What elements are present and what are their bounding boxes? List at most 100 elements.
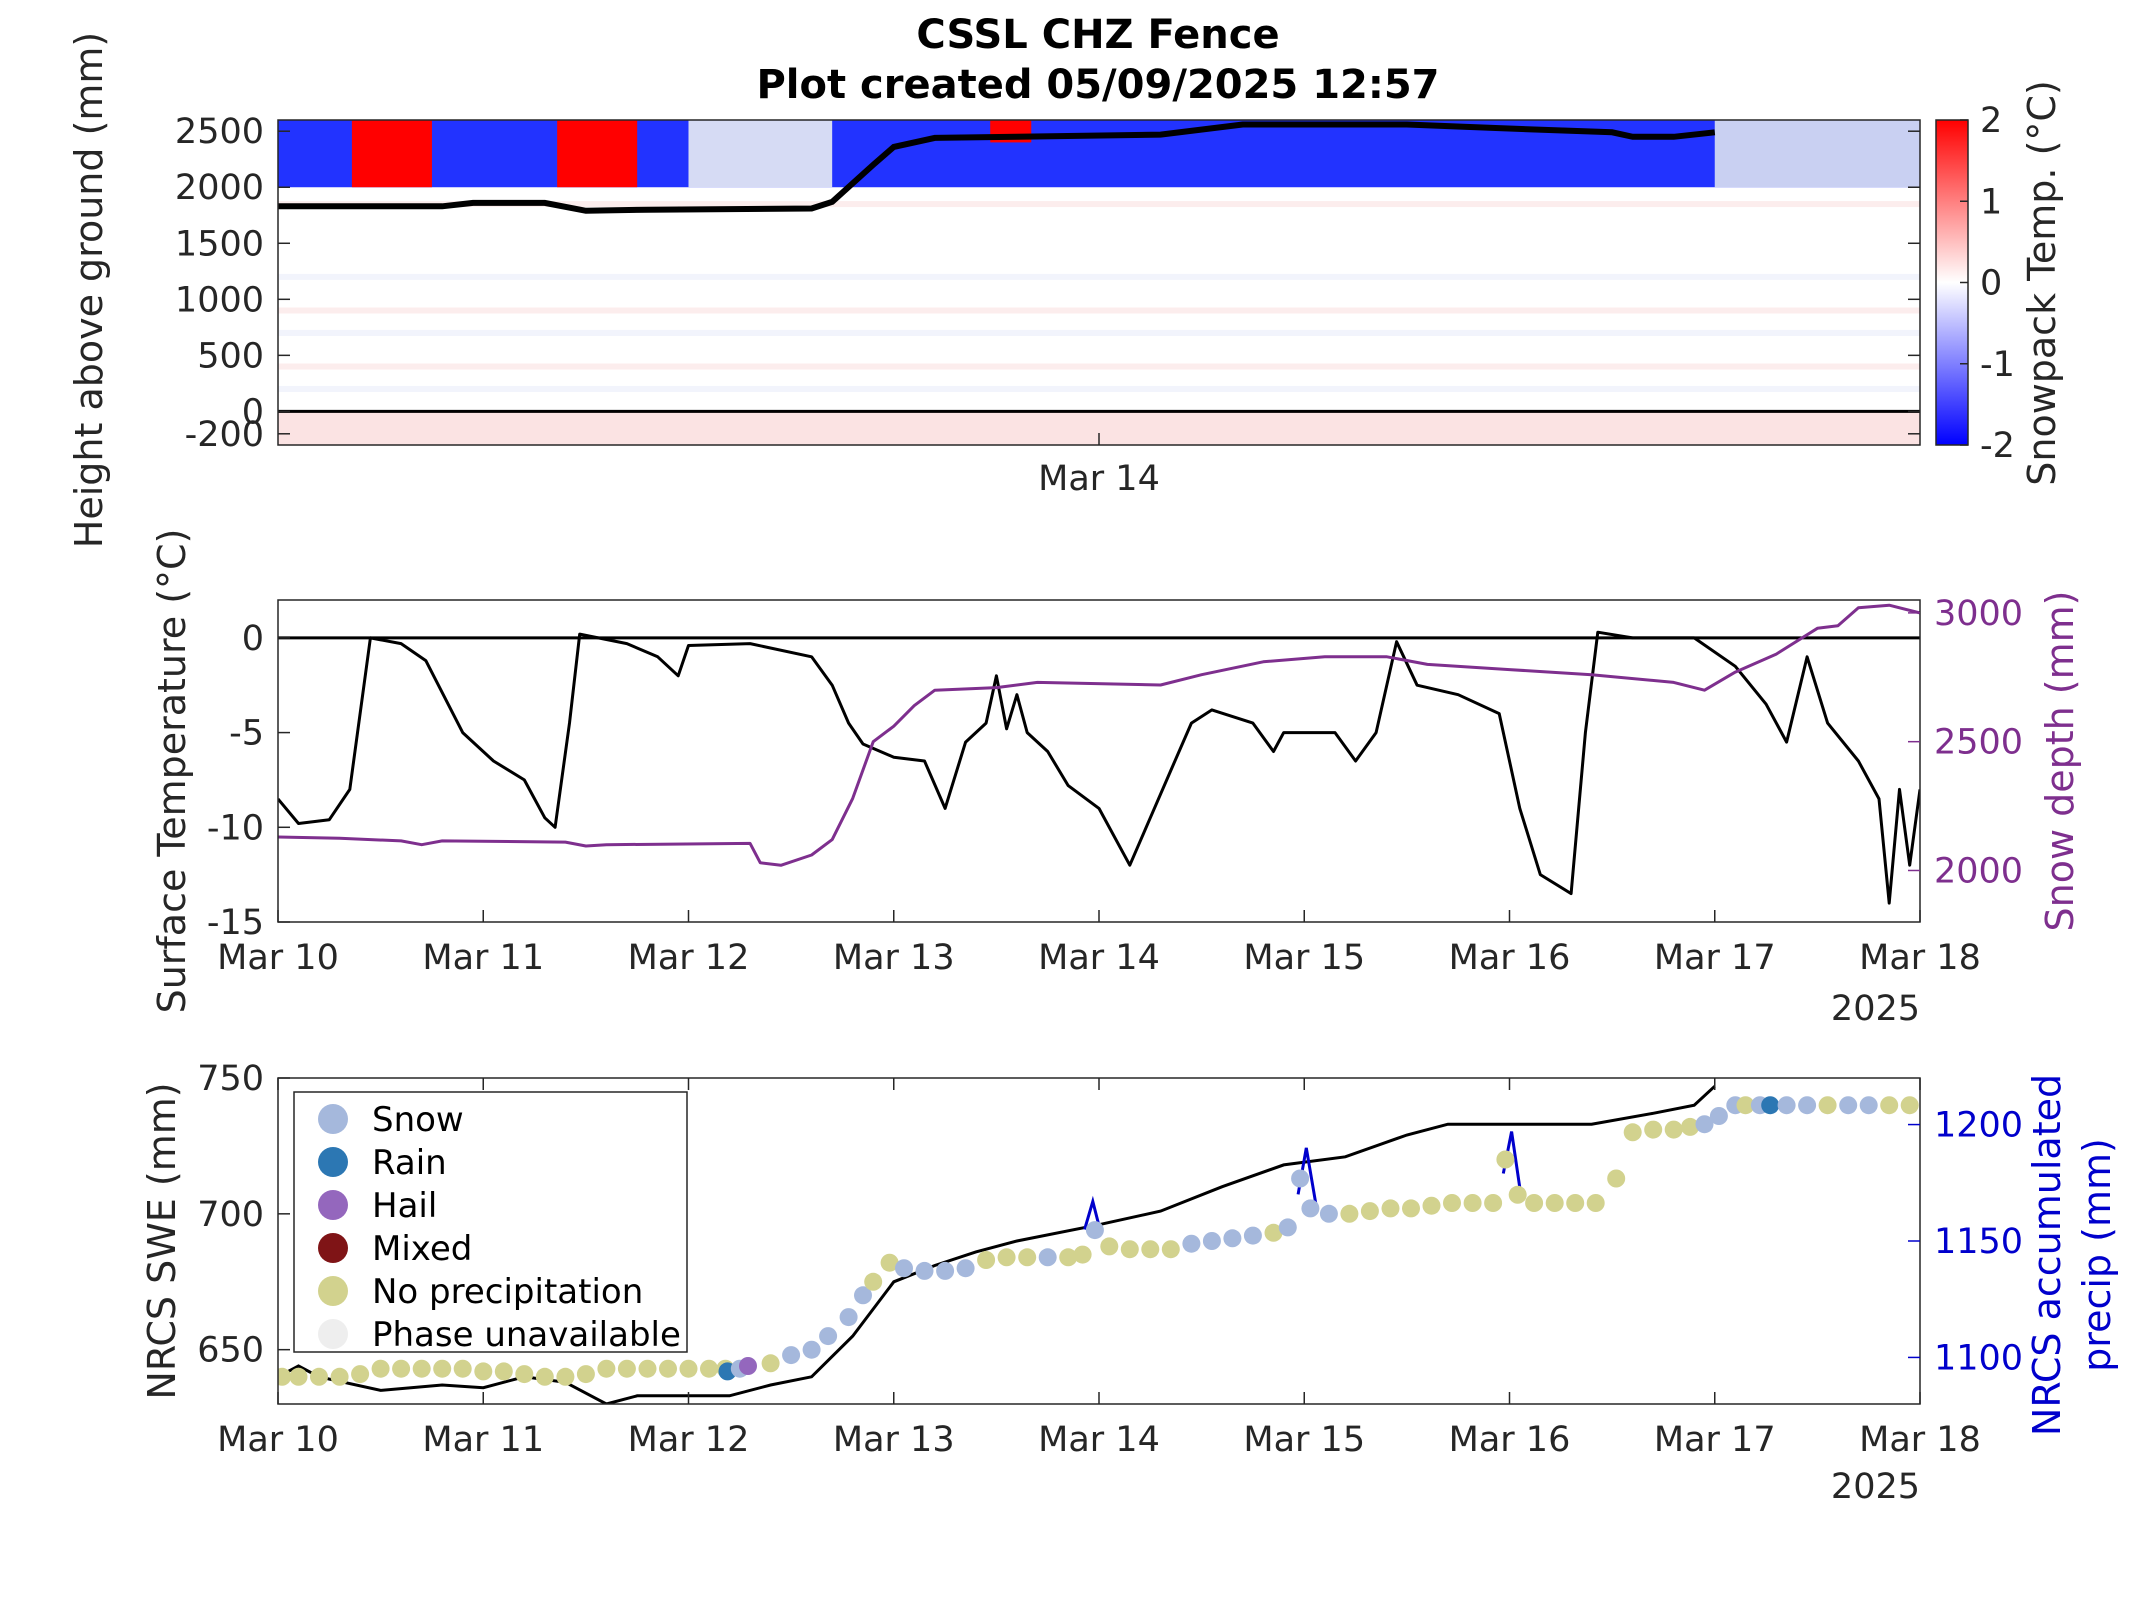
phase-point-2 [310,1367,328,1386]
phase-point-50 [1202,1232,1221,1250]
phase-point-30 [839,1308,858,1327]
legend-mixed-swatch [318,1233,348,1263]
colorbar-label: Snowpack Temp. (°C) [2020,80,2064,486]
temp-y-tick-label--15: -15 [207,903,264,943]
phase-point-74 [1644,1120,1663,1139]
legend-snow-swatch [318,1104,348,1134]
phase-point-31 [854,1286,872,1305]
phase-point-49 [1182,1234,1201,1253]
snow-depth-line [278,603,1920,867]
phase-point-4 [351,1365,370,1384]
phase-point-75 [1664,1120,1683,1139]
figure-subtitle: Plot created 05/09/2025 12:57 [756,62,1439,108]
colorbar-ticks: -2 -1 0 1 2 [1960,101,2015,466]
swe-x-tick-label-2: Mar 12 [628,1420,750,1460]
phase-point-25 [739,1357,757,1375]
temp-x-tick-label-8: Mar 18 [1859,938,1981,978]
phase-point-54 [1278,1218,1297,1237]
phase-point-53 [1264,1223,1283,1242]
y-tick-label-0: 0 [242,392,264,432]
phase-point-42 [1059,1248,1078,1267]
swe-year-label: 2025 [1831,1467,1920,1507]
phase-point-41 [1038,1248,1057,1267]
swe-x-tick-label-6: Mar 16 [1449,1420,1571,1460]
phase-point-40 [1018,1248,1037,1267]
faint-stripe-0 [278,201,1920,208]
swe-x-tick-label-0: Mar 10 [217,1420,339,1460]
phase-point-8 [433,1359,452,1378]
phase-point-48 [1161,1240,1180,1259]
legend-hail-label: Hail [372,1186,437,1226]
phase-point-63 [1443,1194,1461,1212]
phase-point-37 [956,1259,975,1278]
phase-point-87 [1859,1096,1878,1115]
colorbar-tick-label-3: 1 [1980,182,2002,222]
cold-band-faded-right [1714,120,1920,188]
phase-point-35 [915,1261,934,1280]
cold-band-upper [278,120,1920,188]
legend-box [293,1091,688,1353]
phase-point-66 [1496,1150,1515,1169]
phase-point-72 [1607,1169,1626,1188]
phase-point-86 [1839,1096,1858,1115]
phase-point-58 [1340,1204,1359,1223]
swe-y-tick-label-650: 650 [197,1331,264,1371]
legend-rain-label: Rain [372,1143,447,1183]
swe-y-tick-label-700: 700 [197,1195,264,1235]
phase-point-28 [802,1340,821,1359]
faint-stripe-3 [278,329,1920,336]
legend-phase-unavailable-label: Phase unavailable [372,1315,681,1355]
phase-point-10 [474,1362,493,1381]
temp-y-tick-label-0: 0 [242,619,264,659]
phase-point-84 [1798,1096,1817,1115]
colorbar-tick-label-1: -1 [1980,345,2015,385]
phase-point-20 [679,1359,698,1378]
panel-nrcs-swe: 650 700 750 1100 1150 1200 Mar 10 Mar 11 Mar 12 M… [140,1059,2119,1507]
phase-point-64 [1463,1194,1482,1212]
swe-y-tick-label-750: 750 [197,1059,264,1099]
phase-point-3 [330,1367,349,1386]
phase-point-69 [1545,1194,1564,1212]
phase-point-77 [1695,1115,1714,1134]
phase-point-14 [556,1367,575,1386]
phase-point-52 [1243,1226,1262,1245]
temp-y-tick-label--5: -5 [229,714,264,754]
precip-y-tick-label-1100: 1100 [1934,1338,2023,1378]
temp-x-tick-label-4: Mar 14 [1038,938,1160,978]
phase-point-13 [535,1367,554,1386]
swe-x-tick-label-8: Mar 18 [1859,1420,1981,1460]
swe-ylabel: NRCS SWE (mm) [140,1082,184,1399]
y-tick-label-2000: 2000 [175,168,264,208]
phase-point-36 [936,1261,955,1280]
phase-point-46 [1120,1240,1139,1259]
phase-point-57 [1319,1204,1338,1223]
phase-point-29 [819,1327,838,1346]
phase-point-47 [1141,1240,1160,1259]
phase-point-7 [412,1359,431,1378]
phase-point-17 [617,1359,636,1378]
temperature-ticks: -15 -10 -5 0 2000 2500 3000 Mar 10 Mar 11 Mar 12 M… [207,594,2023,978]
phase-point-0 [278,1367,292,1386]
temperature-ylabel: Surface Temperature (°C) [150,529,194,1014]
y-tick-label-1000: 1000 [175,280,264,320]
panel-surface-temperature: -15 -10 -5 0 2000 2500 3000 Mar 10 Mar 11 Mar 12 M… [150,529,2082,1029]
temperature-year-label: 2025 [1831,989,1920,1029]
phase-point-38 [977,1251,996,1269]
phase-point-85 [1818,1096,1837,1115]
temp-x-tick-label-5: Mar 15 [1243,938,1365,978]
y-tick-label-2500: 2500 [175,112,264,152]
faint-stripe-5 [278,385,1920,392]
precip-y-tick-label-1150: 1150 [1934,1222,2023,1262]
phase-point-16 [597,1359,616,1378]
temp-x-tick-label-0: Mar 10 [217,938,339,978]
phase-point-18 [638,1359,657,1378]
phase-point-56 [1301,1199,1320,1218]
phase-point-61 [1402,1199,1420,1218]
temperature-frame [277,599,1921,923]
phase-point-67 [1508,1185,1527,1204]
faint-stripe-1 [278,273,1920,280]
phase-point-21 [700,1359,718,1378]
colorbar-tick-label-2: 0 [1980,264,2002,304]
faint-stripe-4 [278,363,1920,370]
